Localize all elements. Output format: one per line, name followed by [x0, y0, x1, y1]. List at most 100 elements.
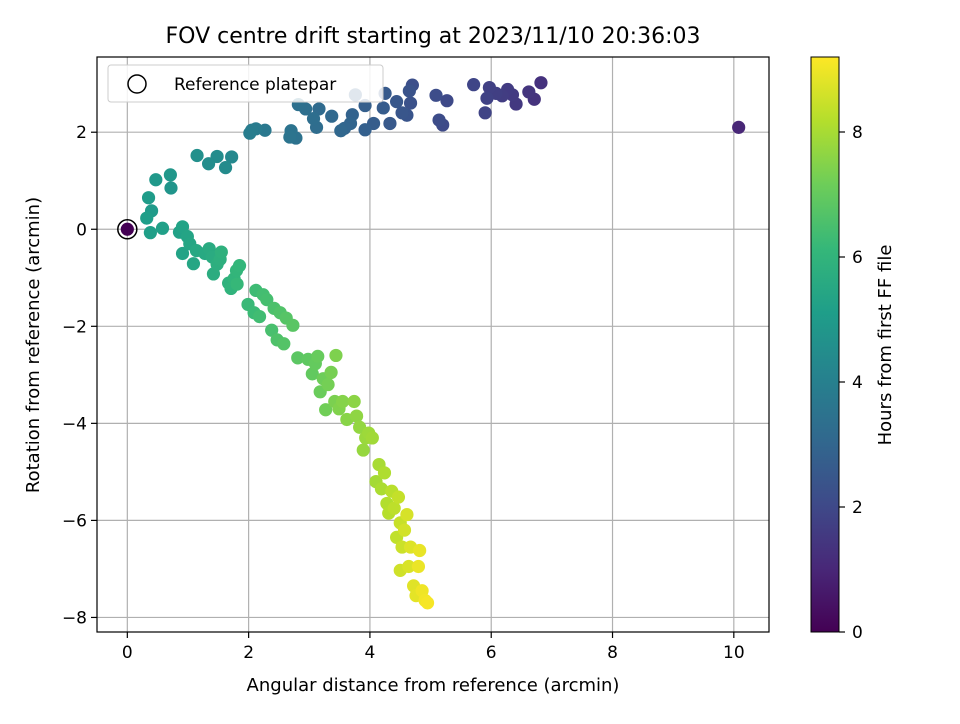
data-point	[397, 523, 412, 537]
data-point	[374, 482, 389, 496]
data-point	[467, 78, 481, 92]
legend-marker	[127, 74, 147, 94]
data-point	[225, 150, 239, 164]
data-point	[291, 351, 305, 365]
data-point	[365, 431, 379, 445]
data-point	[283, 130, 297, 144]
data-point	[324, 365, 338, 380]
plot-frame	[96, 56, 770, 633]
data-point	[329, 348, 343, 363]
data-point	[319, 403, 333, 417]
data-point	[163, 168, 177, 182]
legend: Reference platepar	[107, 64, 384, 103]
data-point	[402, 559, 416, 574]
data-point	[305, 367, 319, 381]
colorbar-tick-label: 8	[852, 123, 863, 143]
y-tick-label: −6	[62, 511, 87, 531]
data-point	[286, 318, 300, 332]
colorbar-ticks: 0 2 4 6 8	[839, 123, 863, 643]
data-point	[478, 106, 492, 120]
scatter-points	[117, 76, 746, 610]
data-point	[201, 157, 216, 171]
data-point	[440, 94, 454, 108]
colorbar-tick-label: 6	[852, 248, 863, 268]
legend-box	[107, 64, 384, 103]
data-point	[243, 126, 257, 140]
data-point	[155, 221, 170, 235]
data-point	[356, 443, 370, 457]
chart-title: FOV centre drift starting at 2023/11/10 …	[166, 24, 701, 49]
data-point	[325, 109, 339, 123]
data-point	[265, 323, 279, 337]
data-point	[252, 309, 267, 324]
y-tick-label: −4	[62, 414, 87, 434]
data-point	[402, 84, 416, 98]
data-point	[420, 596, 435, 610]
data-point	[391, 490, 406, 504]
colorbar-tick-label: 2	[852, 498, 863, 518]
data-point	[334, 124, 348, 138]
legend-entry: Reference platepar	[174, 75, 336, 95]
data-point	[387, 501, 401, 515]
x-tick-label: 10	[723, 643, 745, 663]
data-point	[480, 91, 494, 105]
data-point	[400, 507, 414, 522]
data-point	[413, 543, 427, 558]
data-point	[534, 76, 548, 90]
data-point	[482, 80, 497, 95]
data-point	[218, 161, 233, 175]
y-tick-label: −8	[62, 608, 87, 628]
data-point	[186, 257, 201, 271]
colorbar-tick-label: 0	[852, 623, 863, 643]
grid	[97, 57, 769, 632]
data-point	[143, 226, 157, 240]
data-point	[140, 211, 154, 225]
data-point	[377, 466, 392, 480]
data-point	[277, 337, 291, 351]
x-tick-label: 0	[122, 643, 133, 663]
data-point	[190, 148, 204, 163]
data-point	[321, 377, 335, 392]
data-point	[383, 116, 397, 131]
data-point	[260, 293, 274, 307]
data-point	[349, 409, 364, 423]
data-point	[395, 106, 409, 120]
data-point	[175, 246, 190, 261]
data-point	[311, 349, 325, 363]
x-axis: 0 2 4 6 8 10	[122, 632, 745, 663]
data-point	[149, 173, 163, 187]
x-tick-label: 4	[365, 643, 376, 663]
x-tick-label: 6	[486, 643, 497, 663]
y-tick-label: 0	[76, 220, 87, 240]
data-point	[429, 88, 443, 102]
x-axis-label: Angular distance from reference (arcmin)	[247, 675, 620, 696]
data-point	[390, 95, 404, 109]
colorbar: 0 2 4 6 8 Hours from first FF file	[810, 56, 896, 643]
data-point	[411, 559, 426, 574]
data-point	[230, 277, 244, 291]
plot-area	[97, 57, 769, 632]
data-point	[164, 181, 178, 195]
data-point	[214, 245, 228, 259]
x-tick-label: 2	[243, 643, 254, 663]
colorbar-tick-label: 4	[852, 373, 863, 393]
data-point	[312, 102, 326, 116]
data-point	[376, 101, 390, 115]
data-point	[336, 394, 350, 409]
y-tick-label: 2	[76, 123, 87, 143]
y-axis: −8 −6 −4 −2 0 2	[62, 123, 97, 628]
data-point	[347, 394, 361, 409]
data-point	[732, 120, 746, 134]
x-tick-label: 8	[607, 643, 618, 663]
y-tick-label: −2	[62, 317, 87, 337]
data-point	[358, 123, 372, 137]
colorbar-label: Hours from first FF file	[875, 245, 896, 446]
data-point	[522, 85, 536, 99]
data-point	[403, 96, 418, 110]
data-point	[432, 113, 446, 127]
reference-point	[120, 222, 134, 236]
data-point	[141, 191, 156, 205]
y-axis-label: Rotation from reference (arcmin)	[23, 197, 44, 493]
data-point	[306, 112, 321, 126]
